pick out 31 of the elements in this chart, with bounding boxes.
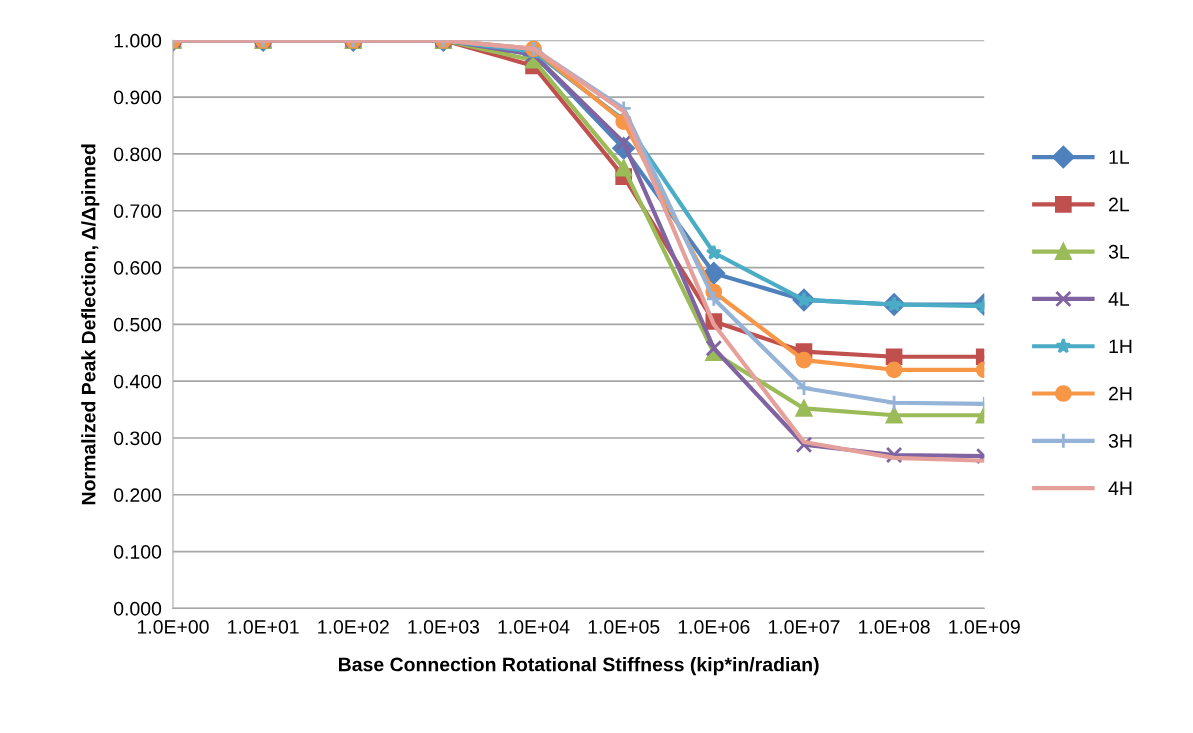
x-tick-label: 1.0E+01 [228, 620, 299, 634]
legend-label: 1L [1109, 150, 1130, 164]
legend-label: 2H [1109, 386, 1132, 401]
x-tick-label: 1.0E+05 [588, 620, 660, 634]
x-tick-label: 1.0E+04 [498, 620, 570, 634]
x-tick-label: 1.0E+00 [137, 620, 209, 634]
x-tick-label: 1.0E+03 [408, 620, 480, 634]
y-tick-label: 0.200 [113, 488, 162, 503]
x-tick-label: 1.0E+07 [768, 620, 840, 634]
x-tick-label: 1.0E+06 [678, 620, 750, 634]
y-axis-title: Normalized Peak Deflection, Δ/Δpinned [81, 144, 100, 505]
y-tick-label: 0.400 [113, 374, 162, 389]
legend-label: 3H [1108, 434, 1132, 448]
legend-label: 4H [1108, 481, 1132, 495]
y-tick-label: 0.800 [113, 147, 162, 162]
x-axis-title: Base Connection Rotational Stiffness (kip*in/radian) [339, 657, 819, 676]
legend-label: 2L [1109, 197, 1130, 212]
legend-label: 4L [1108, 292, 1130, 306]
x-tick-label: 1.0E+08 [859, 620, 930, 634]
y-tick-label: 0.600 [113, 261, 162, 275]
x-tick-label: 1.0E+02 [318, 620, 389, 634]
y-tick-label: 0.500 [113, 317, 162, 332]
y-tick-label: 0.700 [113, 204, 162, 218]
y-tick-label: 0.000 [113, 601, 162, 616]
y-tick-label: 0.100 [113, 545, 162, 559]
y-tick-label: 0.900 [113, 90, 162, 105]
y-tick-label: 1.000 [114, 33, 162, 48]
x-tick-label: 1.0E+09 [949, 620, 1020, 634]
legend-label: 1H [1109, 339, 1132, 354]
y-tick-label: 0.300 [113, 431, 162, 446]
legend-label: 3L [1108, 244, 1130, 259]
